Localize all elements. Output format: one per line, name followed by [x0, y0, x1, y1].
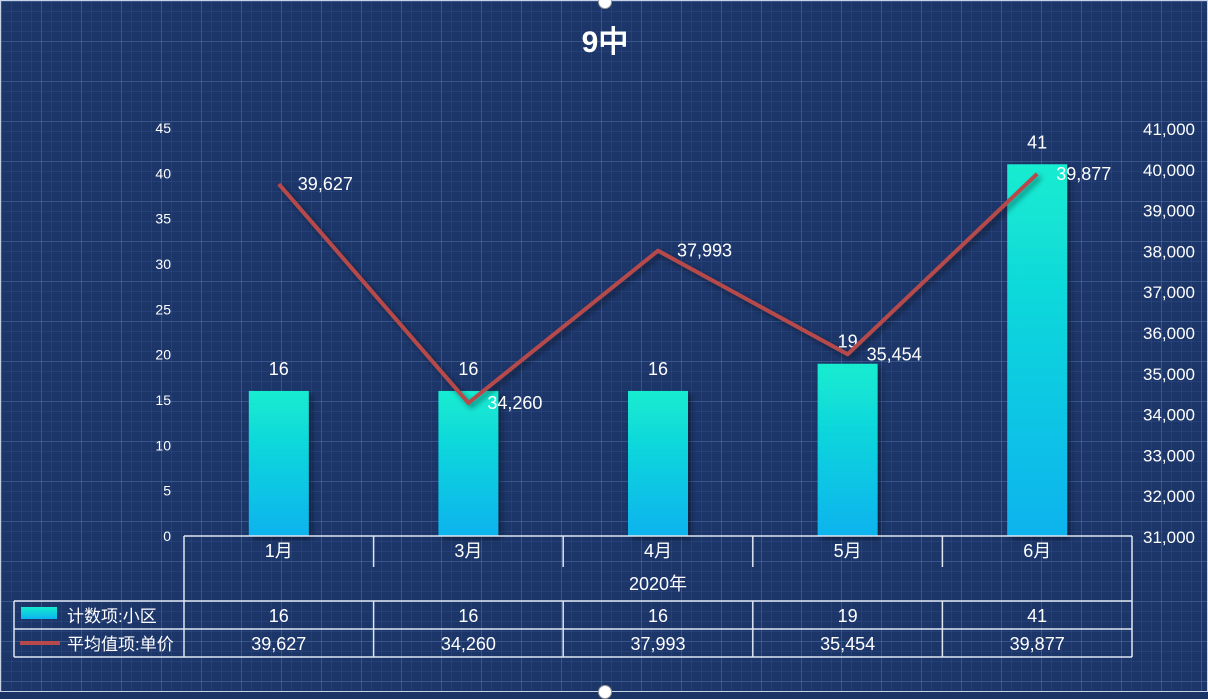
bar-data-label: 16: [269, 359, 289, 379]
table-cell-count: 16: [648, 606, 668, 626]
y-right-tick-label: 40,000: [1143, 161, 1195, 180]
bar-data-label: 19: [838, 332, 858, 352]
line-data-label: 34,260: [487, 393, 542, 413]
line-data-label: 39,877: [1056, 164, 1111, 184]
y-right-tick-label: 41,000: [1143, 120, 1195, 139]
x-category-label: 4月: [644, 541, 672, 561]
bar-count: [438, 390, 499, 536]
y-right-tick-label: 32,000: [1143, 487, 1195, 506]
line-data-label: 39,627: [298, 174, 353, 194]
table-cell-count: 16: [458, 606, 478, 626]
table-cell-count: 16: [269, 606, 289, 626]
y-right-tick-label: 36,000: [1143, 324, 1195, 343]
bar-count: [817, 363, 878, 536]
table-cell-price: 37,993: [630, 634, 685, 654]
bar-count: [248, 390, 309, 536]
y-right-tick-label: 35,000: [1143, 365, 1195, 384]
y-right-tick-label: 34,000: [1143, 406, 1195, 425]
y-left-tick-label: 20: [155, 347, 171, 363]
table-cell-count: 19: [838, 606, 858, 626]
table-cell-price: 39,627: [251, 634, 306, 654]
x-group-label: 2020年: [629, 574, 687, 594]
top-resize-handle[interactable]: [598, 0, 612, 9]
table-cell-price: 35,454: [820, 634, 875, 654]
y-left-tick-label: 45: [155, 120, 171, 136]
y-right-tick-label: 33,000: [1143, 446, 1195, 465]
line-data-label: 35,454: [867, 344, 922, 364]
table-cell-price: 39,877: [1010, 634, 1065, 654]
y-left-tick-label: 0: [163, 528, 171, 544]
bar-count: [628, 390, 688, 536]
legend-bar-key: [21, 607, 57, 619]
y-right-tick-label: 39,000: [1143, 202, 1195, 221]
y-left-tick-label: 30: [155, 256, 171, 272]
y-left-tick-label: 40: [155, 165, 171, 181]
bar-data-label: 16: [458, 359, 478, 379]
x-category-label: 1月: [265, 541, 293, 561]
y-left-tick-label: 5: [163, 483, 171, 499]
legend-line-name: 平均值项:单价: [67, 635, 174, 654]
chart-title: 9中: [581, 26, 629, 59]
bar-count: [1007, 164, 1068, 536]
y-left-tick-label: 35: [155, 211, 171, 227]
line-data-label: 37,993: [677, 241, 732, 261]
bar-data-label: 41: [1027, 132, 1047, 152]
x-category-label: 6月: [1023, 541, 1051, 561]
y-left-tick-label: 10: [155, 437, 171, 453]
y-left-tick-label: 15: [155, 392, 171, 408]
y-right-tick-label: 38,000: [1143, 242, 1195, 261]
table-cell-price: 34,260: [441, 634, 496, 654]
legend-bar-name: 计数项:小区: [67, 607, 157, 626]
bar-data-label: 16: [648, 359, 668, 379]
x-category-label: 3月: [454, 541, 482, 561]
x-category-label: 5月: [834, 541, 862, 561]
y-right-tick-label: 31,000: [1143, 528, 1195, 547]
y-left-tick-label: 25: [155, 301, 171, 317]
line-avg-price: [277, 172, 1039, 405]
y-right-tick-label: 37,000: [1143, 283, 1195, 302]
table-cell-count: 41: [1027, 606, 1047, 626]
